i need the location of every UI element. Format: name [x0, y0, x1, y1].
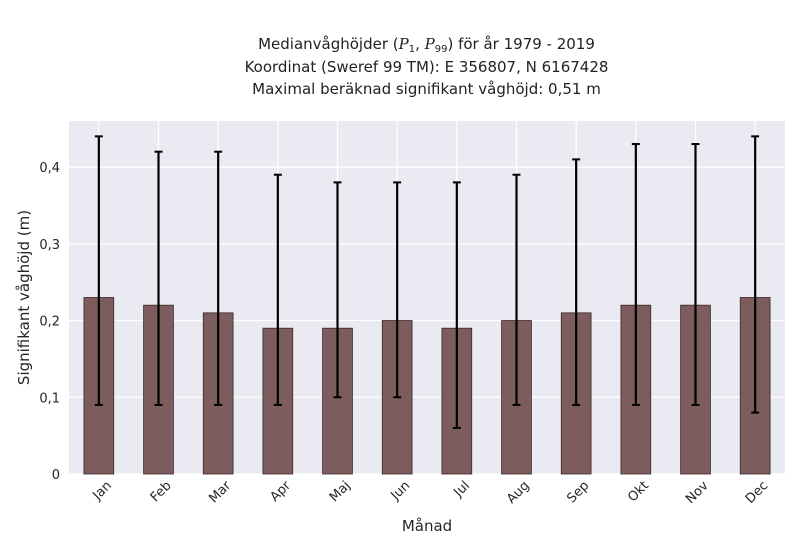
plot-area — [69, 121, 785, 474]
y-tick-label: 0,2 — [39, 315, 60, 330]
x-tick-label: Jun — [388, 478, 414, 504]
x-tick-label: Mar — [206, 478, 234, 506]
x-tick-label: Feb — [148, 478, 175, 505]
error-bars — [94, 135, 760, 429]
y-tick-label: 0 — [52, 468, 60, 483]
chart-title: Medianvåghöjder (P1, P99) för år 1979 - … — [0, 33, 800, 101]
x-tick-label: Maj — [327, 478, 354, 505]
y-tick-label: 0,1 — [39, 391, 60, 406]
x-tick-label: Jul — [451, 478, 473, 500]
chart-title-line-2: Koordinat (Sweref 99 TM): E 356807, N 61… — [244, 57, 609, 76]
x-tick-label: Apr — [267, 478, 294, 505]
y-tick-label: 0,4 — [39, 161, 60, 176]
x-tick-label: Nov — [683, 478, 712, 507]
chart-title-line-3: Maximal beräknad signifikant våghöjd: 0,… — [252, 80, 601, 98]
x-axis-label: Månad — [402, 517, 452, 535]
x-tick-label: Dec — [743, 478, 771, 506]
y-axis-label: Signifikant våghöjd (m) — [15, 210, 33, 385]
y-tick-labels: 0 0,1 0,2 0,3 0,4 — [39, 161, 60, 483]
y-tick-label: 0,3 — [39, 238, 60, 253]
chart-title-line-1: Medianvåghöjder (P1, P99) för år 1979 - … — [258, 35, 595, 55]
x-tick-label: Aug — [504, 478, 533, 507]
x-tick-label: Jan — [89, 478, 114, 503]
x-tick-labels: Jan Feb Mar Apr Maj Jun Jul Aug Sep Okt Nov Dec — [89, 478, 771, 507]
x-tick-label: Okt — [625, 478, 652, 505]
x-tick-label: Sep — [564, 478, 592, 506]
